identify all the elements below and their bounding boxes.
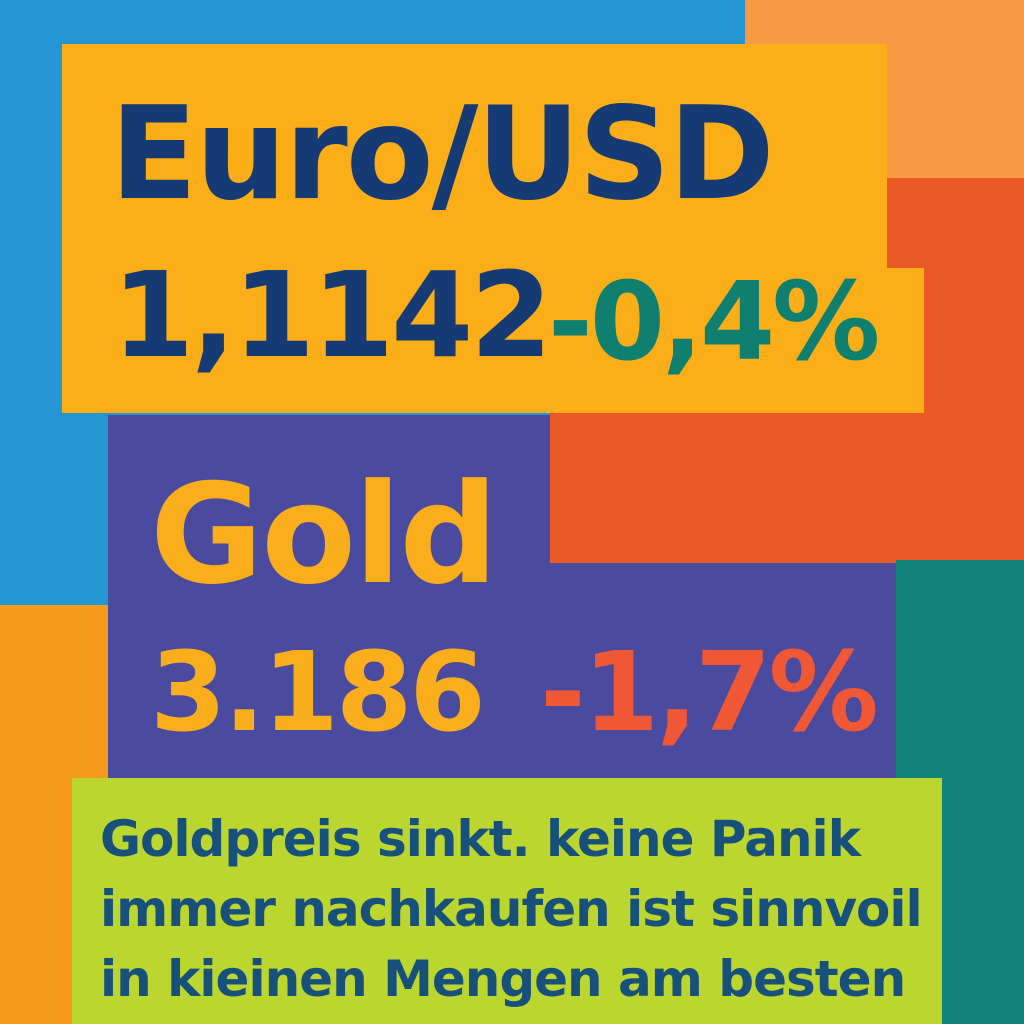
caption-box bbox=[72, 778, 942, 1024]
eur-box-lower bbox=[62, 268, 924, 413]
gold-label: Gold bbox=[150, 454, 498, 615]
caption-line-3: in kieinen Mengen am besten bbox=[100, 950, 906, 1008]
eur-change: -0,4% bbox=[548, 260, 880, 385]
eur-box bbox=[62, 44, 887, 274]
eur-label: Euro/USD bbox=[110, 80, 775, 229]
caption-line-1: Goldpreis sinkt. keine Panik bbox=[100, 810, 861, 868]
caption-line-2: immer nachkaufen ist sinnvoil bbox=[100, 880, 923, 938]
orange-red-overlay bbox=[550, 415, 896, 563]
eur-value: 1,1142 bbox=[112, 246, 552, 384]
gold-value: 3.186 bbox=[150, 628, 486, 756]
gold-change: -1,7% bbox=[540, 628, 879, 756]
